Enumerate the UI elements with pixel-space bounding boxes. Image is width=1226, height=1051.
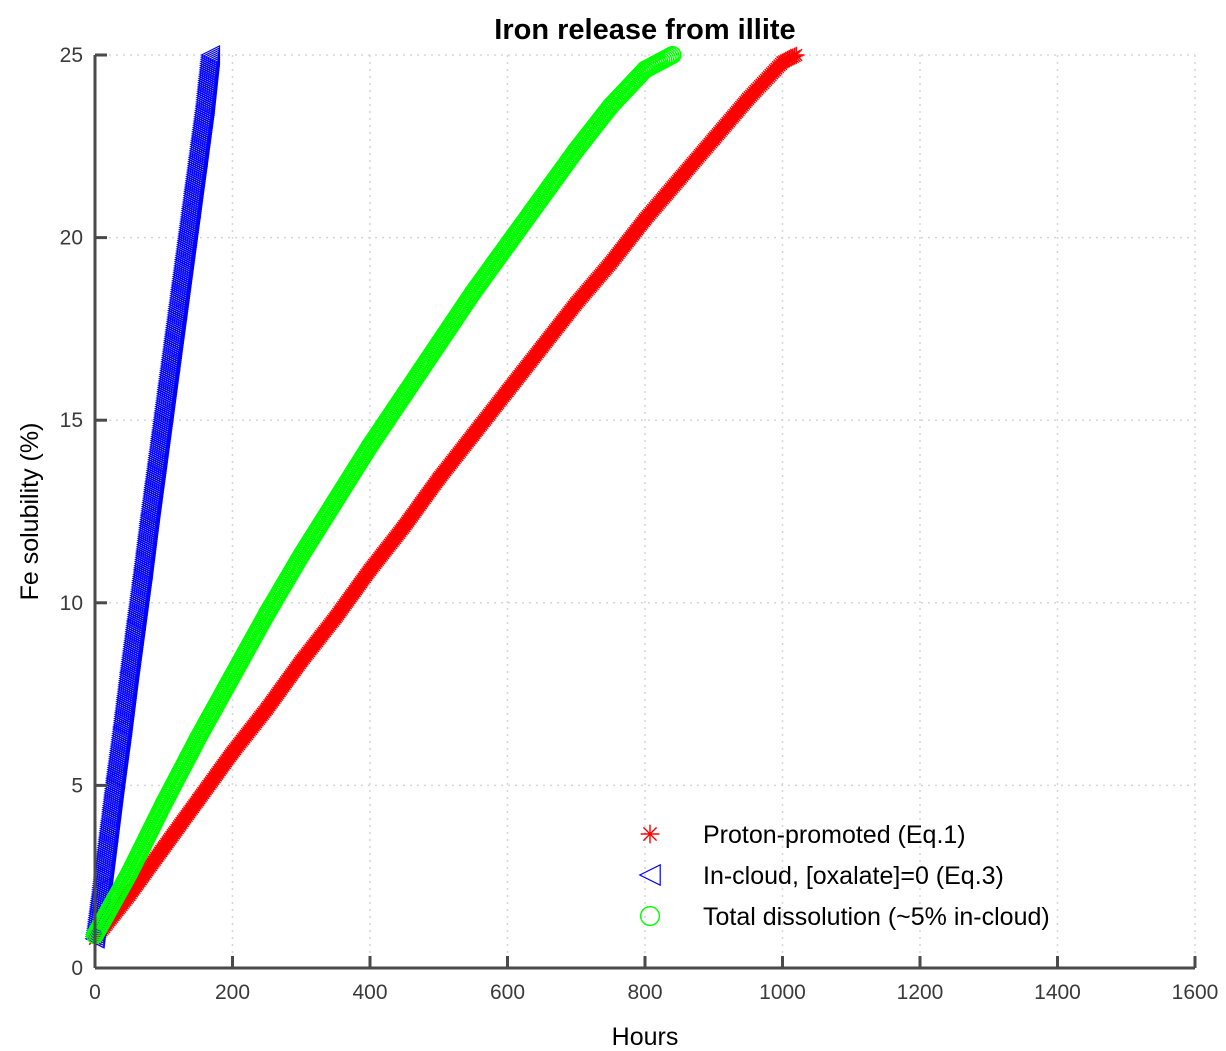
y-tick-label: 10: [60, 592, 83, 615]
data-point: [774, 54, 791, 71]
legend-label: In-cloud, [oxalate]=0 (Eq.3): [703, 862, 1004, 890]
data-point: [180, 198, 201, 219]
data-point: [464, 283, 483, 302]
data-point: [187, 147, 208, 168]
legend-label: Total dissolution (~5% in-cloud): [703, 903, 1050, 931]
data-point: [120, 864, 139, 882]
x-axis-label: Hours: [612, 1023, 679, 1051]
x-tick-label: 1000: [759, 981, 806, 1004]
data-point: [396, 517, 413, 535]
x-tick-label: 400: [352, 981, 387, 1004]
data-point: [200, 45, 221, 65]
legend-item-2: In-cloud, [oxalate]=0 (Eq.3): [638, 862, 1004, 890]
legend-marker: [638, 863, 661, 887]
data-point: [739, 90, 757, 108]
data-point: [498, 235, 517, 254]
data-point: [189, 728, 208, 747]
data-point: [671, 170, 688, 188]
series-1: [86, 46, 805, 948]
data-point: [567, 141, 586, 159]
y-tick-label: 0: [71, 957, 83, 980]
data-point: [160, 351, 181, 372]
data-point: [568, 295, 585, 312]
data-point: [146, 454, 167, 474]
data-point: [636, 60, 654, 79]
data-point: [189, 791, 207, 809]
data-point: [532, 188, 551, 207]
data-point: [194, 96, 215, 117]
x-tick-label: 1600: [1172, 981, 1219, 1004]
data-point: [499, 382, 516, 400]
legend-item-3: Total dissolution (~5% in-cloud): [639, 903, 1050, 931]
data-point: [636, 211, 654, 228]
y-tick-label: 5: [71, 774, 83, 797]
x-tick-label: 800: [627, 981, 662, 1004]
data-point: [429, 334, 448, 353]
data-point: [464, 426, 482, 444]
data-point: [91, 877, 112, 898]
data-point: [663, 46, 682, 64]
data-point: [361, 561, 379, 579]
data-point: [258, 700, 276, 717]
data-point: [705, 130, 722, 148]
x-tick-label: 0: [89, 981, 101, 1004]
data-point: [174, 249, 194, 270]
data-point: [361, 436, 379, 455]
data-point: [154, 794, 173, 813]
data-point: [139, 505, 160, 526]
legend-marker: [639, 905, 661, 927]
data-point: [153, 402, 174, 423]
series-2: [84, 45, 221, 949]
data-point: [293, 652, 310, 670]
data-point: [601, 97, 620, 116]
y-axis-label: Fe solubility (%): [16, 423, 44, 601]
data-point: [223, 666, 242, 685]
y-tick-label: 20: [60, 227, 83, 250]
data-point: [132, 559, 153, 580]
data-point: [395, 385, 414, 404]
data-point: [430, 470, 447, 487]
data-point: [292, 546, 311, 565]
tick-labels: 0 200 400 600 800 1000 1200 1400 1600 0 5 10 15 20 25: [60, 44, 1219, 1004]
series-3: [86, 46, 682, 945]
axes: [93, 53, 1197, 970]
data-point: [119, 662, 139, 683]
x-tick-label: 600: [490, 981, 525, 1004]
legend-label: Proton-promoted (Eq.1): [703, 821, 966, 849]
series-marker: [659, 47, 678, 66]
x-tick-label: 200: [215, 981, 250, 1004]
data-point: [602, 254, 619, 272]
data-point: [155, 839, 172, 856]
data-point: [98, 822, 119, 843]
data-point: [112, 716, 133, 737]
legend-item-1: Proton-promoted (Eq.1): [640, 821, 966, 849]
series-layer: [84, 45, 805, 949]
legend-marker: [640, 824, 660, 844]
data-point: [788, 46, 805, 64]
series-marker: [661, 47, 680, 65]
data-point: [125, 611, 146, 632]
data-point: [326, 491, 345, 510]
data-point: [105, 768, 126, 789]
y-tick-label: 15: [60, 409, 83, 432]
data-point: [224, 744, 241, 761]
x-tick-label: 1400: [1034, 981, 1081, 1004]
data-point: [327, 609, 344, 626]
data-point: [533, 338, 551, 356]
x-tick-label: 1200: [897, 981, 944, 1004]
chart-title: Iron release from illite: [494, 14, 795, 46]
data-point: [257, 604, 276, 623]
data-point: [167, 300, 188, 321]
legend: Proton-promoted (Eq.1) In-cloud, [oxalate…: [638, 821, 1050, 931]
y-tick-label: 25: [60, 44, 83, 67]
